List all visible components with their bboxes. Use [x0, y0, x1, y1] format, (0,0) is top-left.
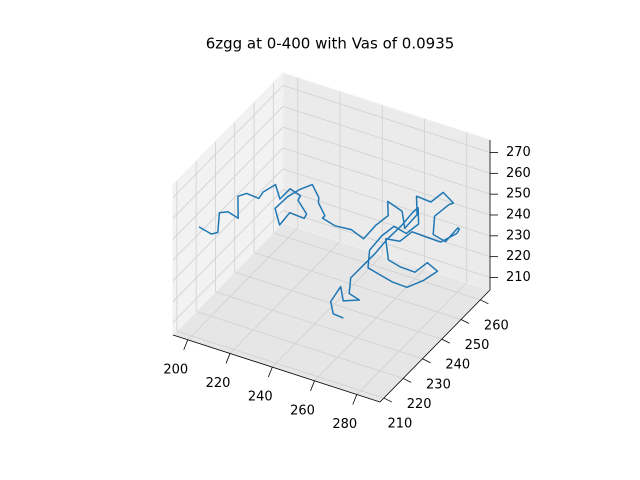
grid-line [282, 126, 491, 195]
z-tick-label: 260 [506, 166, 531, 181]
grid-line [172, 85, 284, 198]
z-tick-label: 230 [506, 228, 531, 243]
tick-mark [441, 338, 450, 344]
grid-line [187, 227, 299, 341]
grid-line [215, 291, 423, 360]
tick-mark [480, 299, 489, 305]
z-tick-label: 250 [506, 187, 531, 202]
tick-mark [267, 366, 273, 378]
grid-line [271, 254, 383, 368]
tick-mark [225, 353, 231, 364]
data-line [198, 183, 461, 319]
grid-line [282, 147, 491, 216]
y-tick-label: 260 [484, 318, 509, 333]
chart-title: 6zgg at 0-400 with Vas of 0.0935 [206, 35, 455, 53]
y-tick-label: 210 [387, 417, 412, 432]
tick-mark [383, 397, 393, 403]
grid-line [172, 106, 284, 219]
tick-mark [422, 358, 431, 364]
z-tick-label: 210 [506, 270, 531, 285]
y-tick-label: 250 [465, 338, 490, 353]
tick-mark [310, 380, 315, 391]
grid-line [273, 232, 481, 301]
grid-line [172, 126, 284, 240]
grid-line [282, 105, 491, 174]
grid-line [172, 210, 284, 323]
z-tick-label: 220 [506, 249, 531, 264]
y-tick-label: 240 [445, 358, 470, 373]
x-tick-label: 220 [206, 376, 231, 391]
y-tick-label: 230 [426, 377, 451, 392]
x-tick-label: 280 [332, 417, 357, 432]
tick-mark [352, 394, 358, 405]
grid-line [282, 189, 491, 258]
x-tick-label: 200 [163, 362, 188, 377]
grid-line [196, 311, 404, 379]
y-tick-label: 220 [407, 397, 432, 412]
y-axis-line [379, 289, 491, 403]
grid-line [253, 252, 462, 320]
grid-line [229, 241, 341, 354]
z-tick-label: 240 [506, 208, 531, 223]
z-tick-label: 270 [506, 145, 531, 160]
tick-mark [183, 339, 189, 350]
grid-line [172, 189, 284, 302]
x-tick-label: 260 [290, 403, 315, 418]
grid-line [282, 85, 491, 153]
grid-line [176, 330, 384, 399]
grid-line [172, 168, 284, 282]
grid-line [234, 271, 442, 340]
grid-line [172, 147, 284, 261]
grid-line [282, 168, 491, 237]
grid-line [356, 282, 468, 395]
tick-mark [460, 319, 470, 324]
x-tick-label: 240 [248, 390, 273, 405]
tick-mark [402, 378, 412, 383]
x-axis-line [172, 334, 381, 403]
